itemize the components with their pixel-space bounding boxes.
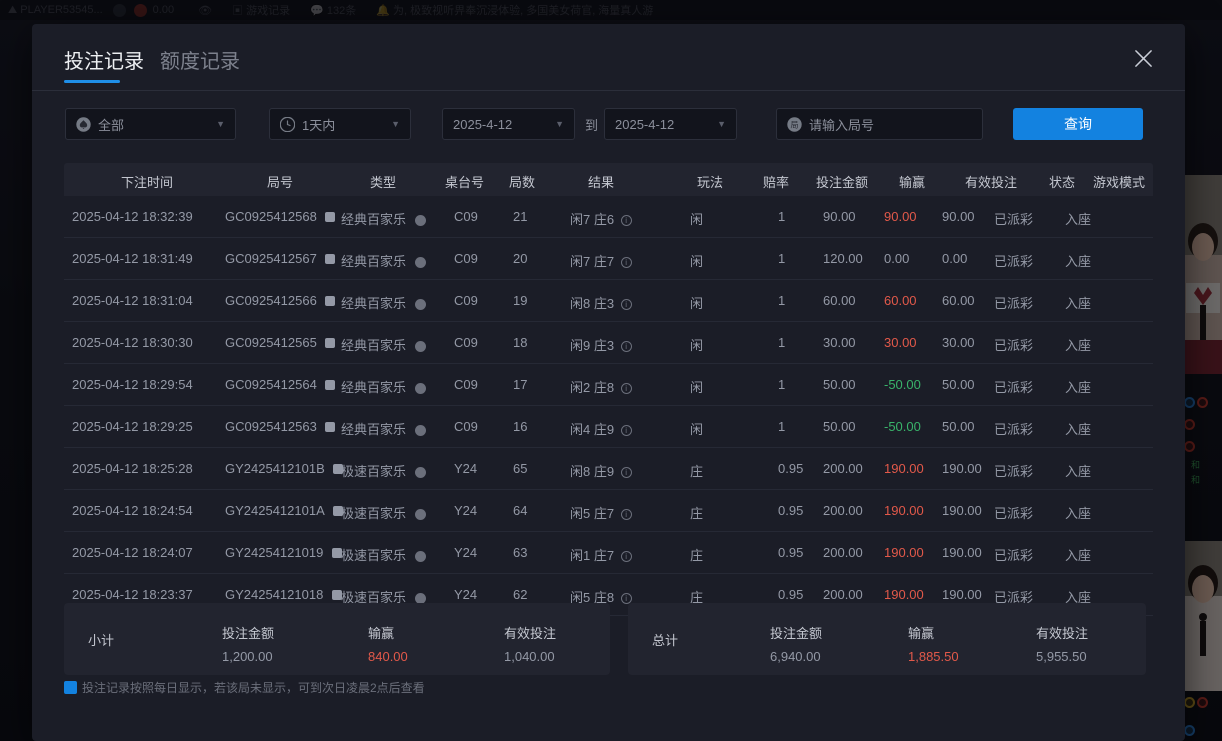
svg-text:局: 局: [791, 120, 799, 129]
